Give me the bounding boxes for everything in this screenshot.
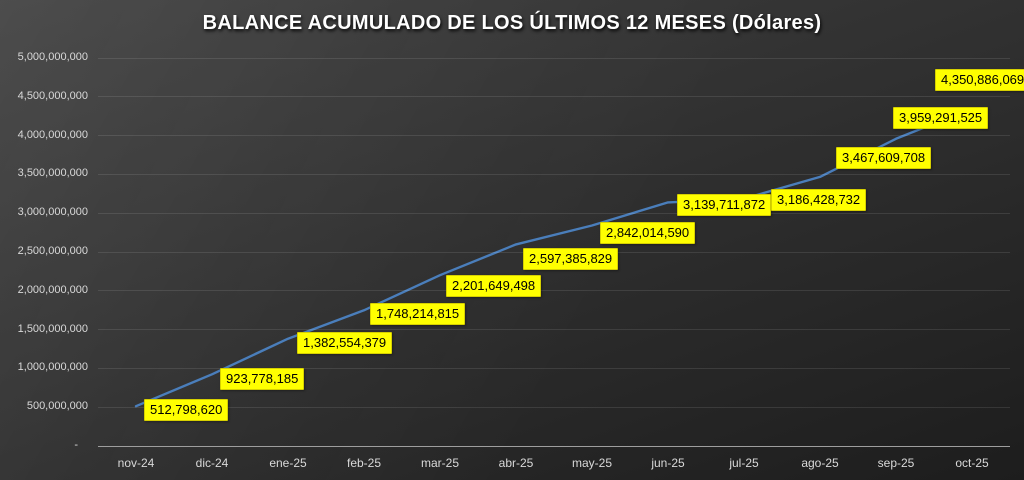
- y-axis-tick-label: 1,500,000,000: [17, 322, 88, 335]
- y-axis-tick-label: 3,500,000,000: [17, 167, 88, 180]
- data-point-label: 3,467,609,708: [836, 146, 932, 169]
- gridline: [98, 212, 1010, 214]
- y-axis-tick-label: 3,000,000,000: [17, 206, 88, 219]
- x-axis-month-label: oct-25: [955, 456, 989, 470]
- data-point-label: 1,748,214,815: [370, 303, 466, 326]
- x-axis-month-label: sep-25: [877, 456, 915, 470]
- data-point-label: 2,597,385,829: [523, 248, 619, 271]
- chart-title: BALANCE ACUMULADO DE LOS ÚLTIMOS 12 MESE…: [202, 12, 822, 34]
- data-point-label: 3,186,428,732: [771, 188, 867, 211]
- data-point-label: 1,382,554,379: [297, 331, 393, 354]
- gridline: [98, 329, 1010, 331]
- data-point-label: 2,842,014,590: [600, 222, 696, 245]
- y-axis-tick-label: 4,000,000,000: [17, 128, 88, 141]
- x-axis-month-label: ago-25: [801, 456, 839, 470]
- gridline: [98, 173, 1010, 175]
- data-point-label: 4,350,886,069: [935, 69, 1024, 92]
- y-axis-tick-label: 1,000,000,000: [17, 361, 88, 374]
- gridline: [98, 135, 1010, 137]
- x-axis-month-label: may-25: [571, 456, 612, 470]
- gridline: [98, 96, 1010, 98]
- x-axis-month-label: dic-24: [195, 456, 229, 470]
- x-axis-month-label: feb-25: [346, 456, 382, 470]
- y-axis-tick-label: 5,000,000,000: [17, 51, 88, 63]
- gridline: [98, 406, 1010, 408]
- x-axis-month-label: ene-25: [269, 456, 307, 470]
- y-axis-tick-label: -: [74, 439, 78, 451]
- data-point-label: 3,139,711,872: [677, 194, 772, 217]
- y-axis-tick-label: 4,500,000,000: [17, 89, 88, 102]
- gridline: [98, 57, 1010, 59]
- gridline: [98, 290, 1010, 292]
- x-axis-month-label: jun-25: [651, 456, 685, 470]
- balance-line-series: [134, 107, 974, 408]
- data-point-label: 923,778,185: [220, 368, 305, 391]
- data-point-label: 2,201,649,498: [446, 275, 542, 298]
- x-axis-month-label: mar-25: [420, 456, 459, 470]
- y-axis-tick-label: 500,000,000: [26, 400, 88, 413]
- data-point-label: 512,798,620: [144, 399, 229, 422]
- x-axis-month-label: jul-25: [729, 456, 759, 470]
- gridline: [98, 367, 1010, 369]
- y-axis-tick-label: 2,500,000,000: [17, 245, 88, 257]
- data-point-label: 3,959,291,525: [893, 106, 989, 129]
- x-axis-month-label: nov-24: [117, 456, 155, 470]
- x-axis-month-label: abr-25: [498, 456, 534, 470]
- y-axis-tick-label: 2,000,000,000: [17, 283, 88, 296]
